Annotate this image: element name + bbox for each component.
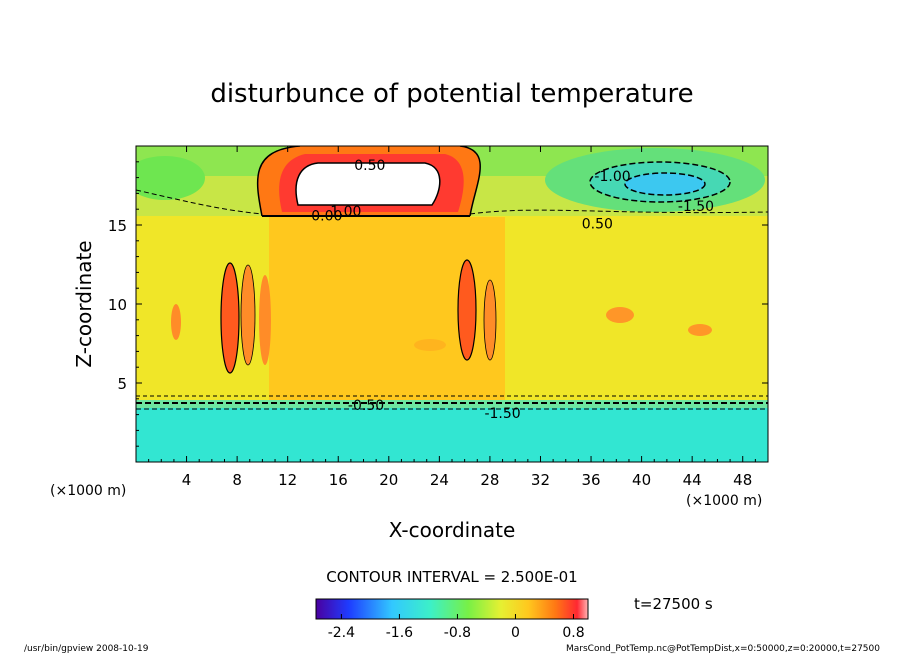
- contour-label: -1.50: [484, 406, 520, 422]
- colorbar-tick-label: -2.4: [328, 625, 355, 641]
- contour-label: 0.50: [354, 158, 385, 174]
- x-tick-label: 24: [430, 471, 449, 489]
- x-axis-unit: (×1000 m): [686, 493, 762, 509]
- y-tick-label: 10: [108, 296, 127, 314]
- x-tick-label: 4: [182, 471, 192, 489]
- field-saturated-cap: [296, 163, 440, 205]
- time-label: t=27500 s: [634, 595, 713, 613]
- field-cold-cell-inner: [625, 173, 705, 195]
- field-surface-layer: [136, 402, 768, 462]
- field-plumes: [171, 260, 712, 373]
- contour-label: 0.00: [311, 209, 342, 225]
- colorbar-tick-label: -1.6: [386, 625, 413, 641]
- colorbar-tick-label: 0: [511, 625, 520, 641]
- plot-area: [136, 146, 768, 462]
- contour-label: -1.00: [594, 169, 630, 185]
- contour-label: -1.50: [678, 199, 714, 215]
- contour-interval: CONTOUR INTERVAL = 2.500E-01: [326, 568, 577, 586]
- x-tick-label: 28: [480, 471, 499, 489]
- y-axis-unit: (×1000 m): [50, 483, 126, 499]
- colorbar-ticks: -2.4 -1.6 -0.8 0 0.8: [328, 614, 585, 641]
- contour-lines: [136, 146, 768, 410]
- x-tick-label: 44: [683, 471, 702, 489]
- contour-label: 1.00: [330, 204, 361, 220]
- x-tick-label: 48: [733, 471, 752, 489]
- contour-label: 0.50: [582, 216, 613, 232]
- x-tick-label: 36: [581, 471, 600, 489]
- x-tick-label: 16: [329, 471, 348, 489]
- y-axis-ticks: 5 10 15: [108, 161, 768, 447]
- x-tick-label: 20: [379, 471, 398, 489]
- x-tick-label: 8: [232, 471, 242, 489]
- x-axis-label: X-coordinate: [389, 518, 516, 542]
- y-axis-label: Z-coordinate: [72, 240, 96, 367]
- field-left-cool: [136, 156, 205, 200]
- x-tick-label: 12: [278, 471, 297, 489]
- contour-label: -0.50: [348, 398, 384, 414]
- colorbar: [315, 598, 589, 620]
- contour-labels: 0.50 -1.00 -1.50 0.001.00 0.50 -0.50 -1.50: [311, 158, 714, 422]
- colorbar-tick-label: 0.8: [562, 625, 584, 641]
- x-tick-label: 32: [531, 471, 550, 489]
- footer-left: /usr/bin/gpview 2008-10-19: [24, 644, 149, 654]
- x-axis-ticks: 4 8 12 16 20 24 28 32 36 40 44 48: [148, 146, 756, 489]
- y-tick-label: 15: [108, 217, 127, 235]
- footer-right: MarsCond_PotTemp.nc@PotTempDist,x=0:5000…: [566, 644, 880, 654]
- y-tick-label: 5: [117, 375, 127, 393]
- x-tick-label: 40: [632, 471, 651, 489]
- colorbar-tick-label: -0.8: [444, 625, 471, 641]
- chart-title: disturbunce of potential temperature: [210, 79, 693, 109]
